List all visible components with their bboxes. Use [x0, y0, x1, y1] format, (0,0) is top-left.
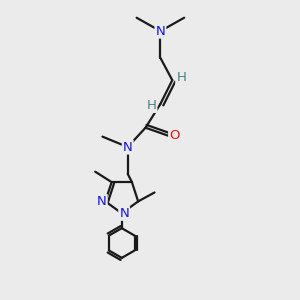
Text: N: N: [123, 140, 133, 154]
Text: N: N: [119, 207, 129, 220]
Text: H: H: [176, 71, 186, 84]
Text: O: O: [169, 129, 180, 142]
Text: N: N: [97, 195, 107, 208]
Text: H: H: [146, 99, 156, 112]
Text: N: N: [155, 25, 165, 38]
